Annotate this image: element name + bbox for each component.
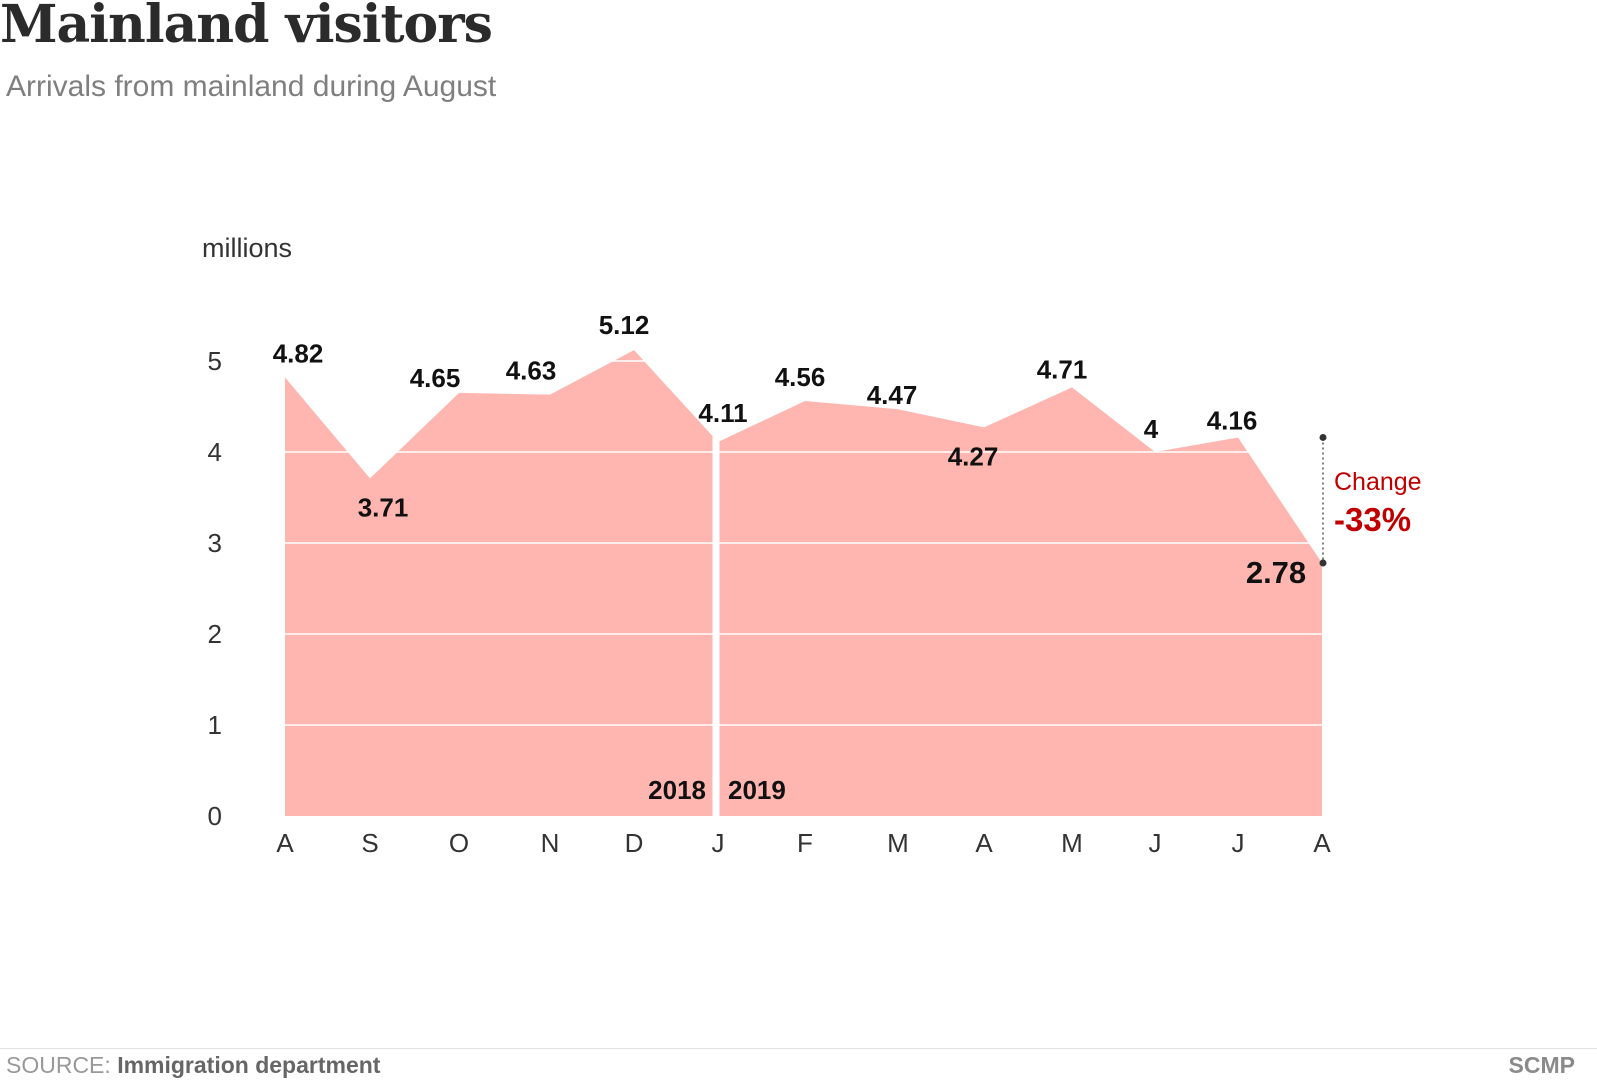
x-tick-label: A [975, 828, 993, 858]
area-series [285, 350, 1322, 816]
x-tick-label: A [1313, 828, 1331, 858]
data-label: 2.78 [1246, 555, 1306, 590]
gridlines [285, 360, 1322, 726]
x-tick-label: D [625, 828, 644, 858]
y-axis-ticks: 0 1 2 3 4 5 [208, 346, 222, 831]
data-label: 4 [1144, 414, 1159, 444]
data-label: 4.65 [410, 363, 461, 393]
area-chart: millions 0 1 2 3 4 5 2018 2019 4.82 3.71 4.65 4.6… [202, 233, 1422, 858]
data-label: 5.12 [599, 310, 650, 340]
chart-title: Mainland visitors [0, 0, 493, 55]
change-end-dot [1319, 559, 1327, 567]
year-label-2018: 2018 [648, 775, 706, 805]
source-label: SOURCE: [6, 1052, 111, 1078]
x-tick-label: J [1232, 828, 1245, 858]
y-tick-label: 2 [208, 619, 222, 649]
data-label: 4.11 [698, 398, 747, 428]
brand-logo-text: SCMP [1508, 1052, 1575, 1078]
data-label: 4.47 [867, 380, 918, 410]
y-tick-label: 1 [208, 710, 222, 740]
data-label: 3.71 [358, 492, 409, 522]
x-tick-label: M [887, 828, 909, 858]
y-tick-label: 3 [208, 528, 222, 558]
data-label: 4.82 [273, 338, 324, 368]
x-tick-label: M [1061, 828, 1083, 858]
data-label: 4.71 [1037, 354, 1088, 384]
x-tick-label: J [1149, 828, 1162, 858]
x-tick-label: N [541, 828, 560, 858]
footer-divider [0, 1048, 1597, 1049]
change-start-dot [1319, 433, 1327, 441]
source-note: SOURCE: Immigration department [6, 1052, 380, 1079]
x-tick-label: F [797, 828, 813, 858]
change-value: -33% [1334, 501, 1411, 538]
chart-subtitle: Arrivals from mainland during August [6, 70, 497, 103]
y-axis-unit-label: millions [202, 233, 292, 263]
data-label: 4.56 [775, 362, 826, 392]
change-annotation: Change -33% [1319, 433, 1422, 567]
data-label: 4.16 [1207, 405, 1258, 435]
x-tick-label: S [361, 828, 378, 858]
y-tick-label: 4 [208, 437, 222, 467]
year-labels: 2018 2019 [648, 775, 786, 805]
data-label: 4.27 [948, 441, 999, 471]
x-tick-label: O [449, 828, 469, 858]
year-label-2019: 2019 [728, 775, 786, 805]
data-label: 4.63 [506, 356, 557, 386]
source-name: Immigration department [117, 1052, 381, 1078]
x-tick-label: J [712, 828, 725, 858]
y-tick-label: 5 [208, 346, 222, 376]
y-tick-label: 0 [208, 801, 222, 831]
x-tick-label: A [276, 828, 294, 858]
change-label: Change [1334, 468, 1422, 496]
data-labels: 4.82 3.71 4.65 4.63 5.12 4.11 4.56 4.47 4.27 4.71… [273, 310, 1306, 590]
area-layer [285, 350, 1322, 816]
